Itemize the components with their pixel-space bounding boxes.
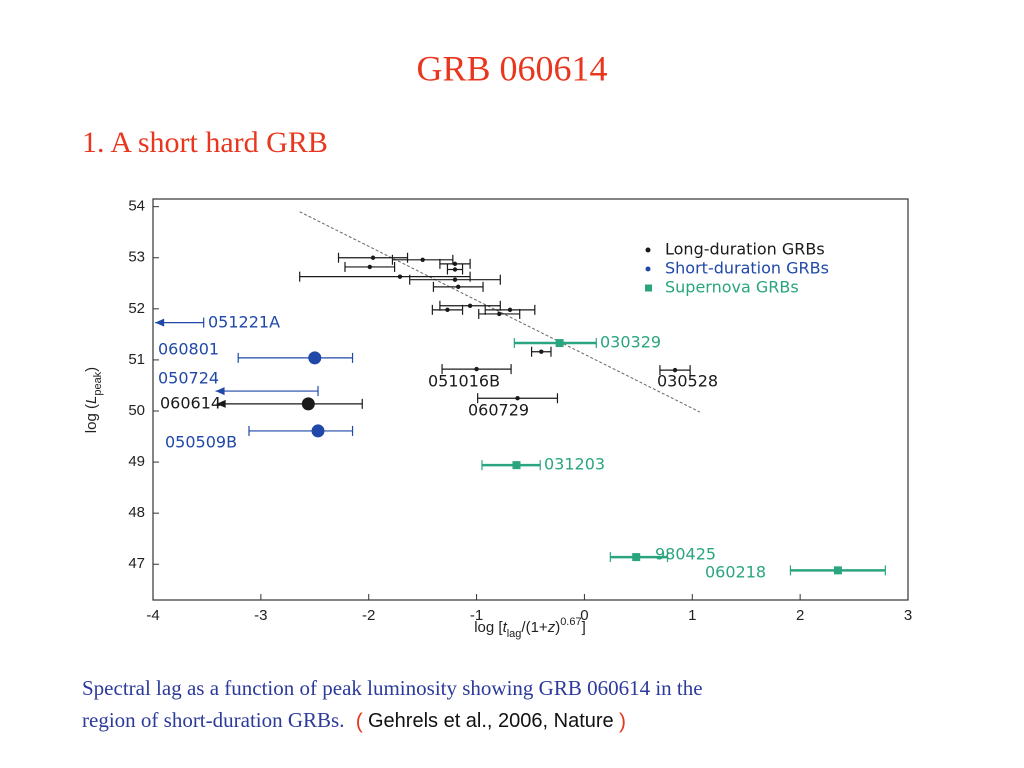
- limit-arrow: [155, 318, 165, 327]
- x-axis-label-part: z: [547, 619, 556, 636]
- point: [632, 553, 641, 562]
- legend-marker: [645, 247, 651, 253]
- point: [452, 277, 458, 282]
- x-axis-label: log [tlag/(1+z)0.67]: [474, 616, 586, 640]
- y-axis-label-part: ): [83, 367, 100, 372]
- caption-paren: (: [356, 710, 363, 733]
- point-label: 060729: [468, 401, 529, 420]
- point-label: 060218: [705, 563, 766, 582]
- legend-marker: [645, 284, 652, 292]
- legend-label: Supernova GRBs: [665, 278, 799, 297]
- caption-line: Spectral lag as a function of peak lumin…: [82, 676, 703, 700]
- caption-line: region of short-duration GRBs. ( Gehrels…: [82, 708, 626, 733]
- y-tick-label: 49: [128, 453, 145, 470]
- caption-text: region of short-duration GRBs.: [82, 708, 344, 732]
- limit-arrow: [216, 399, 226, 408]
- x-tick-label: -2: [362, 607, 375, 624]
- point-label: 030329: [600, 333, 661, 352]
- x-axis-label-part: /(1+: [521, 619, 548, 636]
- chart: -4 -3 -2 -1 0 1 2 3 47 48 49 50 51 52 53 54 log [tlag/(1…: [83, 198, 912, 640]
- plot-frame: [152, 198, 909, 601]
- point: [456, 284, 461, 290]
- x-tick-label: 3: [904, 607, 912, 624]
- y-tick-label: 52: [128, 300, 145, 317]
- x-axis-label-part: ]: [582, 619, 586, 636]
- y-tick-label: 53: [128, 249, 145, 266]
- x-axis-label-part: lag: [507, 628, 522, 640]
- y-tick-label: 50: [128, 402, 145, 419]
- x-tick-label: -4: [146, 607, 159, 624]
- y-tick-label: 48: [128, 504, 145, 521]
- legend-label: Long-duration GRBs: [665, 240, 825, 259]
- point-label: 060614: [160, 394, 221, 413]
- point: [301, 397, 315, 411]
- point: [833, 566, 842, 575]
- point: [311, 424, 325, 438]
- x-tick-label: -1: [470, 607, 483, 624]
- point: [539, 349, 544, 354]
- point: [420, 257, 425, 262]
- point-label: 050724: [158, 369, 219, 388]
- y-tick-label: 54: [128, 198, 145, 215]
- limit-arrow: [215, 387, 225, 396]
- legend-marker: [645, 266, 651, 272]
- point: [512, 461, 521, 470]
- point: [367, 264, 372, 270]
- point-label: 980425: [655, 545, 716, 564]
- point-label: 051016B: [428, 372, 500, 391]
- y-axis-label-part: L: [83, 396, 100, 404]
- point: [445, 307, 450, 313]
- x-axis-label-part: 0.67: [560, 616, 581, 628]
- slide-subtitle: 1. A short hard GRB: [82, 126, 328, 159]
- point: [515, 396, 520, 401]
- point: [474, 366, 479, 372]
- slide-title: GRB 060614: [416, 48, 607, 88]
- y-axis-label-part: peak: [92, 371, 104, 395]
- y-tick-label: 51: [128, 351, 145, 368]
- x-axis-label-part: log [: [474, 619, 503, 636]
- trend-line: [299, 211, 701, 413]
- legend-label: Short-duration GRBs: [665, 259, 829, 278]
- point-label: 050509B: [165, 433, 237, 452]
- y-axis-label: log (Lpeak): [83, 367, 104, 433]
- x-tick-label: -3: [254, 607, 267, 624]
- x-tick-label: 1: [688, 607, 696, 624]
- point: [370, 255, 376, 260]
- y-tick-label: 47: [128, 555, 145, 572]
- point-label: 030528: [657, 372, 718, 391]
- point: [397, 274, 403, 279]
- x-tick-label: 0: [580, 607, 588, 624]
- point: [672, 367, 678, 373]
- point-label: 060801: [158, 340, 219, 359]
- x-axis-label-part: t: [503, 619, 508, 636]
- caption-paren: ): [619, 710, 626, 733]
- point: [452, 267, 458, 272]
- point-label: 051221A: [208, 313, 280, 332]
- point: [467, 303, 473, 308]
- citation: Gehrels et al., 2006, Nature: [368, 710, 614, 732]
- point: [497, 311, 502, 317]
- point: [308, 351, 322, 365]
- x-tick-label: 2: [796, 607, 804, 624]
- point: [452, 261, 458, 267]
- point-label: 031203: [544, 455, 605, 474]
- x-axis-label-part: ): [555, 619, 560, 636]
- y-axis-label-part: log (: [83, 404, 100, 433]
- point: [555, 339, 564, 348]
- point: [507, 307, 513, 313]
